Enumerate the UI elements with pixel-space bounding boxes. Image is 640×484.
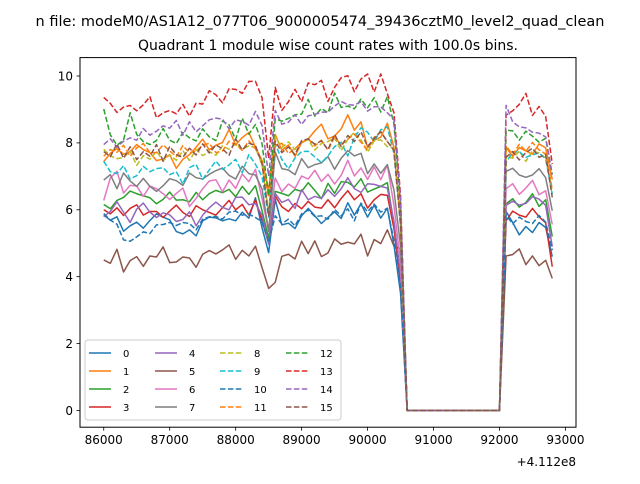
legend-label-13: 13 bbox=[320, 367, 333, 378]
chart-title: Quadrant 1 module wise count rates with … bbox=[138, 38, 518, 54]
x-tick-label: 91000 bbox=[414, 433, 452, 447]
x-offset-label: +4.112e8 bbox=[517, 455, 576, 469]
legend-label-15: 15 bbox=[320, 403, 333, 414]
y-tick-label: 2 bbox=[65, 337, 73, 351]
series-line-15 bbox=[103, 131, 554, 412]
y-tick-label: 8 bbox=[65, 136, 73, 150]
y-tick-label: 4 bbox=[65, 270, 73, 284]
y-tick-label: 10 bbox=[58, 69, 73, 83]
legend-label-2: 2 bbox=[123, 385, 129, 396]
x-tick-label: 92000 bbox=[480, 433, 518, 447]
x-tick-label: 86000 bbox=[85, 433, 123, 447]
x-axis: 86000 87000 88000 89000 90000 91000 92000 93000 bbox=[85, 427, 585, 447]
legend-frame bbox=[84, 339, 342, 421]
series-layer bbox=[103, 73, 554, 412]
legend-label-3: 3 bbox=[123, 403, 129, 414]
legend-label-9: 9 bbox=[254, 367, 260, 378]
legend-label-12: 12 bbox=[320, 349, 333, 360]
legend-label-1: 1 bbox=[123, 367, 129, 378]
legend-label-5: 5 bbox=[189, 367, 195, 378]
legend-label-6: 6 bbox=[189, 385, 195, 396]
legend-label-4: 4 bbox=[189, 349, 195, 360]
y-tick-label: 0 bbox=[65, 404, 73, 418]
x-tick-label: 89000 bbox=[283, 433, 321, 447]
x-tick-label: 93000 bbox=[546, 433, 584, 447]
legend-label-11: 11 bbox=[254, 403, 267, 414]
x-tick-label: 90000 bbox=[348, 433, 386, 447]
x-tick-label: 88000 bbox=[217, 433, 255, 447]
legend-label-7: 7 bbox=[189, 403, 195, 414]
y-axis: 0 2 4 6 8 10 bbox=[58, 69, 80, 418]
legend-label-10: 10 bbox=[254, 385, 267, 396]
axes-frame bbox=[79, 57, 577, 428]
x-tick-label: 87000 bbox=[151, 433, 189, 447]
legend-label-0: 0 bbox=[123, 349, 129, 360]
legend-label-8: 8 bbox=[254, 349, 260, 360]
figure-suptitle: n file: modeM0/AS1A12_077T06_9000005474_… bbox=[36, 14, 605, 30]
y-tick-label: 6 bbox=[65, 203, 73, 217]
legend-label-14: 14 bbox=[320, 385, 333, 396]
